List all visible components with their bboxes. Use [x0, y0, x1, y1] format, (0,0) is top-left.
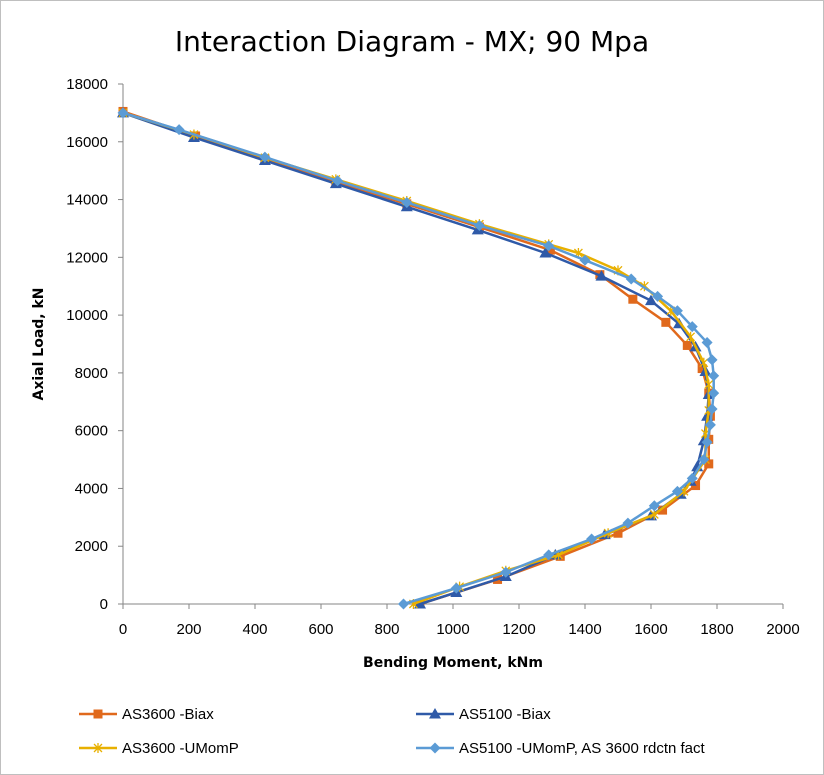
data-point: [699, 357, 709, 368]
y-tick-label: 14000: [66, 192, 108, 209]
data-point: [701, 436, 713, 448]
data-point: [708, 370, 720, 382]
data-point: [701, 337, 713, 349]
data-point: [708, 387, 720, 399]
data-point: [652, 290, 664, 302]
y-tick-label: 12000: [66, 249, 108, 266]
y-tick-label: 6000: [75, 423, 108, 440]
data-point: [414, 598, 426, 609]
legend-marker: [93, 709, 103, 719]
data-point: [259, 151, 271, 163]
data-point: [595, 270, 608, 281]
legend-item: AS5100 -UMomP, AS 3600 rdctn fact: [416, 740, 706, 757]
legend-label: AS3600 -UMomP: [122, 740, 239, 757]
data-point: [613, 528, 623, 538]
legend-label: AS5100 -UMomP, AS 3600 rdctn fact: [459, 740, 706, 757]
data-point: [645, 294, 657, 306]
data-point: [117, 107, 129, 119]
data-point: [648, 500, 660, 512]
x-tick-label: 2000: [766, 621, 799, 638]
data-point: [661, 317, 671, 327]
legend-item: AS5100 -Biax: [416, 706, 551, 723]
data-point: [398, 598, 409, 610]
y-tick-label: 2000: [75, 538, 108, 555]
series-3: [118, 107, 714, 609]
legend-item: AS3600 -UMomP: [79, 740, 239, 757]
data-point: [697, 364, 707, 374]
data-point: [473, 220, 485, 232]
legend-marker: [429, 742, 441, 754]
x-tick-label: 600: [308, 621, 333, 638]
y-tick-label: 16000: [66, 134, 108, 151]
y-tick-label: 0: [100, 596, 108, 613]
x-tick-label: 1200: [502, 621, 535, 638]
data-point: [671, 485, 683, 497]
legend-label: AS3600 -Biax: [122, 706, 214, 723]
data-point: [543, 549, 555, 561]
series-1: [118, 106, 715, 609]
data-point: [682, 340, 692, 350]
y-tick-label: 18000: [66, 76, 108, 93]
data-point: [579, 254, 591, 266]
series-line: [122, 111, 710, 606]
data-point: [706, 403, 718, 415]
y-tick-label: 4000: [75, 480, 108, 497]
data-point: [622, 517, 634, 529]
data-point: [543, 240, 555, 252]
x-tick-label: 1800: [700, 621, 733, 638]
legend-label: AS5100 -Biax: [459, 706, 551, 723]
legend-marker: [429, 708, 441, 719]
data-point: [545, 245, 555, 255]
data-point: [686, 472, 698, 484]
data-point: [671, 305, 683, 317]
x-tick-label: 200: [176, 621, 201, 638]
y-axis-label: Axial Load, kN: [31, 287, 47, 400]
data-point: [704, 419, 716, 431]
data-point: [686, 331, 696, 342]
data-point: [706, 354, 718, 366]
data-point: [401, 196, 413, 208]
legend-marker: [93, 743, 103, 753]
x-axis-label: Bending Moment, kNm: [363, 655, 543, 671]
x-tick-label: 0: [119, 621, 127, 638]
data-point: [704, 459, 714, 469]
data-point: [625, 273, 637, 285]
chart-title: Interaction Diagram - MX; 90 Mpa: [175, 25, 649, 58]
x-tick-label: 800: [374, 621, 399, 638]
y-tick-label: 8000: [75, 365, 108, 382]
data-point: [539, 247, 552, 258]
data-point: [500, 566, 512, 578]
data-point: [686, 321, 698, 333]
series-2: [117, 106, 715, 609]
x-tick-label: 1000: [436, 621, 469, 638]
y-tick-label: 10000: [66, 307, 108, 324]
legend-item: AS3600 -Biax: [79, 706, 214, 723]
data-point: [628, 294, 638, 304]
series-4: [117, 107, 720, 610]
data-point: [332, 175, 343, 187]
data-point: [586, 533, 598, 545]
legend: AS3600 -Biax AS5100 -Biax AS3600 -UMomP AS5…: [79, 706, 706, 757]
data-point: [698, 454, 710, 466]
data-point: [658, 505, 668, 515]
series-line: [122, 110, 712, 606]
data-point: [173, 124, 185, 136]
x-tick-label: 400: [242, 621, 267, 638]
x-tick-label: 1400: [568, 621, 601, 638]
x-tick-label: 1600: [634, 621, 667, 638]
plot-area: 0200040006000800010000120001400016000180…: [66, 76, 799, 638]
data-point: [450, 582, 462, 594]
data-point: [704, 379, 714, 390]
